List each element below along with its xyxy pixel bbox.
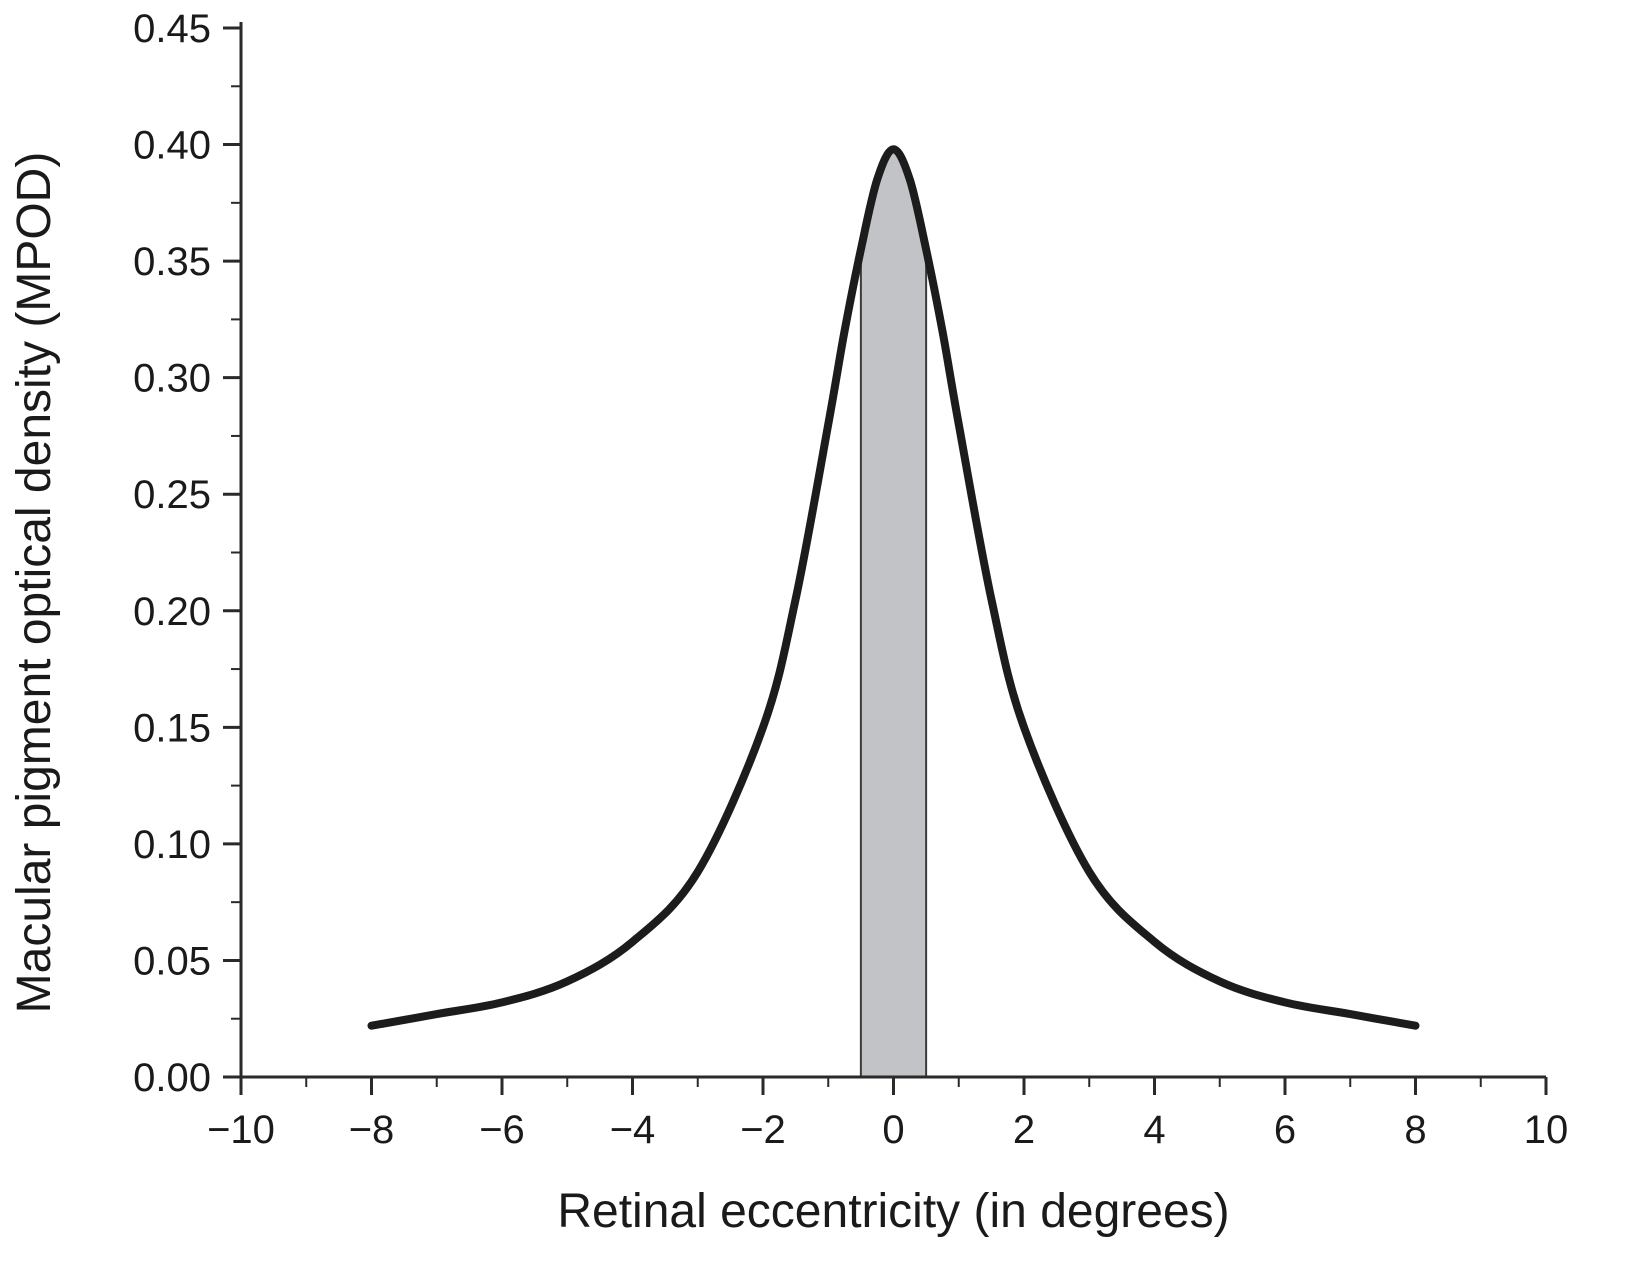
x-tick-label: −8	[349, 1108, 395, 1152]
y-tick-label: 0.30	[133, 357, 211, 401]
x-tick-label: 6	[1274, 1108, 1296, 1152]
x-axis-title: Retinal eccentricity (in degrees)	[557, 1185, 1229, 1238]
y-tick-label: 0.25	[133, 473, 211, 517]
x-tick-label: −4	[610, 1108, 656, 1152]
labels-layer: −10 −8 −6 −4 −2 0 2 4 6 8 10 0.00 0.05 0.10 0.15 0.20 0.…	[133, 7, 1568, 1152]
x-tick-label: 4	[1143, 1108, 1165, 1152]
y-tick-label: 0.00	[133, 1056, 211, 1100]
x-tick-label: −10	[207, 1108, 275, 1152]
ticks-layer	[223, 26, 1548, 1095]
y-tick-label: 0.35	[133, 240, 211, 284]
y-tick-label: 0.10	[133, 823, 211, 867]
x-tick-label: 8	[1404, 1108, 1426, 1152]
y-tick-label: 0.45	[133, 7, 211, 51]
shaded-region	[860, 149, 927, 1078]
x-tick-label: 10	[1524, 1108, 1569, 1152]
y-tick-label: 0.15	[133, 706, 211, 750]
x-tick-label: 2	[1013, 1108, 1035, 1152]
series-layer	[367, 145, 1420, 1030]
x-tick-label: −2	[740, 1108, 786, 1152]
y-tick-label: 0.20	[133, 590, 211, 634]
y-axis-title: Macular pigment optical density (MPOD)	[8, 152, 61, 1014]
x-tick-label: −6	[479, 1108, 525, 1152]
y-tick-label: 0.40	[133, 124, 211, 168]
x-tick-label: 0	[882, 1108, 904, 1152]
mpod-curve	[367, 145, 1420, 1030]
shaded-region-layer	[859, 149, 928, 1078]
y-tick-label: 0.05	[133, 939, 211, 983]
